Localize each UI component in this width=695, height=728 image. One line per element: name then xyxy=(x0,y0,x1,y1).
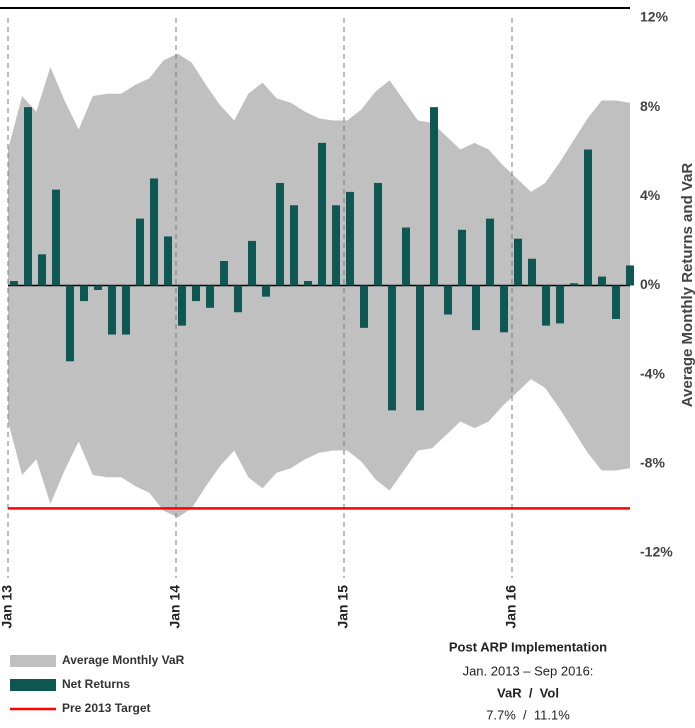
bar xyxy=(38,254,46,286)
x-tick-label: Jan 15 xyxy=(335,585,351,629)
bar xyxy=(486,218,494,286)
legend-swatch xyxy=(10,679,56,691)
legend-label: Pre 2013 Target xyxy=(62,701,151,715)
annotation-figures: 7.7% / 11.1% xyxy=(486,707,570,722)
y-tick-label: 12% xyxy=(640,9,669,25)
bar xyxy=(150,178,158,286)
x-tick-label: Jan 13 xyxy=(0,585,15,629)
bar xyxy=(332,205,340,286)
bar xyxy=(10,281,18,286)
bar xyxy=(472,285,480,331)
y-tick-label: 4% xyxy=(640,187,661,203)
bar xyxy=(430,107,438,286)
bar xyxy=(444,285,452,315)
bar xyxy=(416,285,424,411)
bar xyxy=(220,260,228,286)
legend-swatch xyxy=(10,655,56,667)
y-tick-label: -12% xyxy=(640,544,673,560)
bar xyxy=(514,238,522,286)
bar xyxy=(626,265,634,286)
bar xyxy=(276,182,284,286)
bar xyxy=(402,227,410,286)
annotation-heading: Post ARP Implementation xyxy=(449,639,607,654)
bar xyxy=(388,285,396,411)
bar xyxy=(136,218,144,286)
bar xyxy=(374,182,382,286)
x-tick-label: Jan 14 xyxy=(167,585,183,629)
bar xyxy=(542,285,550,326)
bar xyxy=(66,285,74,362)
bar xyxy=(248,240,256,286)
bar xyxy=(556,285,564,324)
bar xyxy=(234,285,242,313)
bar xyxy=(528,258,536,286)
bar xyxy=(304,281,312,286)
bar xyxy=(94,285,102,290)
bar xyxy=(612,285,620,319)
bar xyxy=(458,229,466,286)
legend-label: Average Monthly VaR xyxy=(62,653,185,667)
bar xyxy=(290,205,298,286)
bar xyxy=(570,283,578,286)
bar xyxy=(500,285,508,333)
annotation-metrics: VaR / Vol xyxy=(497,685,559,700)
y-tick-label: -4% xyxy=(640,365,665,381)
bar xyxy=(24,107,32,286)
y-axis-label: Average Monthly Returns and VaR xyxy=(679,163,695,408)
x-tick-label: Jan 16 xyxy=(503,585,519,629)
bar xyxy=(262,285,270,297)
bar xyxy=(52,189,60,286)
bar xyxy=(360,285,368,328)
y-tick-label: -8% xyxy=(640,455,665,471)
bar xyxy=(346,191,354,286)
legend-label: Net Returns xyxy=(62,677,130,691)
bar xyxy=(178,285,186,326)
annotation-period: Jan. 2013 – Sep 2016: xyxy=(463,663,594,678)
bar xyxy=(192,285,200,302)
bar xyxy=(598,276,606,286)
bar xyxy=(584,149,592,286)
bar xyxy=(318,142,326,286)
y-tick-label: 0% xyxy=(640,276,661,292)
bar xyxy=(122,285,130,335)
bar xyxy=(164,236,172,286)
y-tick-label: 8% xyxy=(640,98,661,114)
bar xyxy=(80,285,88,302)
bar xyxy=(206,285,214,308)
bar xyxy=(108,285,116,335)
